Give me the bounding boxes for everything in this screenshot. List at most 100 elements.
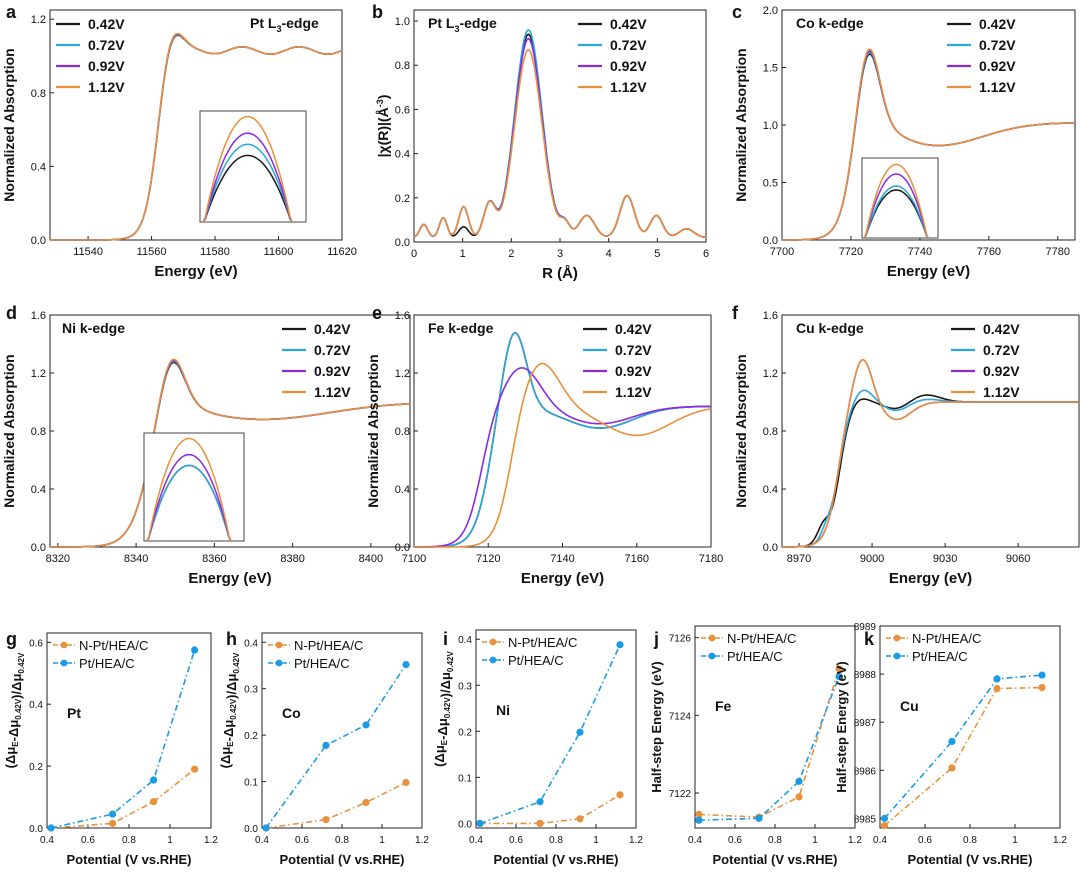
x-tick-label: 8400	[359, 553, 383, 565]
plot-frame	[781, 314, 1080, 548]
y-tick-label: 0.4	[763, 484, 778, 496]
x-axis-label: Energy (eV)	[887, 263, 970, 280]
legend-label: 0.92V	[979, 58, 1016, 74]
legend-marker	[275, 659, 283, 667]
plot-frame	[413, 314, 712, 548]
element-label: Ni	[496, 702, 510, 718]
data-point-pt	[993, 675, 1001, 683]
series-line-pt	[265, 664, 407, 829]
panel-title: Cu k-edge	[796, 320, 864, 336]
legend-marker	[708, 634, 716, 642]
x-tick-label: 7180	[699, 553, 723, 565]
data-point-n-pt	[322, 816, 330, 824]
legend-label: 1.12V	[88, 79, 125, 95]
y-tick-label: 1.2	[763, 368, 778, 380]
x-tick-label: 11560	[137, 246, 167, 258]
x-tick-label: 6	[703, 248, 709, 260]
x-tick-label: 1	[167, 835, 173, 846]
legend-marker	[275, 641, 283, 649]
y-tick-label: 0.4	[31, 484, 46, 496]
inset-curve	[146, 464, 232, 542]
legend-label: 0.72V	[88, 37, 125, 53]
y-tick-label: 7122	[669, 789, 692, 800]
x-tick-label: 11620	[327, 246, 357, 258]
x-tick-label: 7140	[550, 553, 574, 565]
x-tick-label: 7160	[625, 553, 649, 565]
y-tick-label: 0.1	[458, 773, 472, 784]
y-axis-label: Normalized Absorption	[1, 48, 17, 202]
x-tick-label: 1.2	[415, 835, 429, 846]
y-axis-label: Half-step Energy (eV)	[834, 661, 849, 792]
y-tick-label: 1.2	[395, 368, 410, 380]
data-point-n-pt	[402, 778, 410, 787]
legend-label: 0.72V	[610, 37, 647, 53]
series-line-1p12V	[413, 48, 707, 239]
x-tick-label: 1	[593, 835, 599, 846]
data-point-pt	[695, 816, 703, 824]
x-tick-label: 0.8	[549, 835, 563, 846]
x-tick-label: 7700	[770, 246, 794, 258]
y-tick-label: 0.0	[244, 824, 258, 835]
y-tick-label: 0.2	[29, 762, 43, 773]
x-axis-label: Potential (V vs.RHE)	[67, 852, 192, 867]
x-tick-label: 1	[1012, 835, 1018, 846]
y-tick-label: 0.6	[29, 638, 43, 649]
y-tick-label: 0.3	[244, 685, 258, 696]
panel-title: Co k-edge	[796, 15, 864, 31]
y-tick-label: 0.8	[763, 426, 778, 438]
legend-label: 1.12V	[979, 79, 1016, 95]
y-tick-label: 0.2	[244, 731, 258, 742]
series-line-pt	[883, 674, 1043, 819]
data-point-pt	[262, 824, 270, 832]
y-tick-label: 2.0	[763, 5, 778, 17]
legend-label: N-Pt/HEA/C	[912, 631, 981, 646]
legend-label: Pt/HEA/C	[79, 656, 135, 671]
legend-label: 0.92V	[314, 363, 351, 379]
x-tick-label: 8380	[280, 553, 304, 565]
x-tick-label: 8970	[787, 553, 811, 565]
x-tick-label: 5	[654, 248, 660, 260]
y-axis-label: (ΔμE-Δμ0.42V)/Δμ0.42V	[3, 652, 26, 768]
x-tick-label: 1.2	[629, 835, 643, 846]
panel-title: Ni k-edge	[62, 320, 125, 336]
y-tick-label: 0.4	[31, 161, 46, 173]
x-axis-label: Potential (V vs.RHE)	[494, 852, 619, 867]
panel-d: d 8320 8340 8360 8380 8400 0.0 0.4 0.8 1.2 1.6 0.42…	[1, 303, 411, 587]
panel-title: Fe k-edge	[428, 320, 494, 336]
x-tick-label: 11580	[200, 246, 230, 258]
legend-label: 0.42V	[610, 16, 647, 32]
legend-label: N-Pt/HEA/C	[508, 635, 577, 650]
x-tick-label: 7720	[839, 246, 863, 258]
legend-label: 1.12V	[610, 79, 647, 95]
element-label: Cu	[900, 698, 919, 714]
data-point-pt	[402, 660, 410, 669]
y-tick-label: 0.2	[458, 727, 472, 738]
data-point-n-pt	[1038, 683, 1046, 692]
inset-curve	[202, 154, 293, 223]
panel-h: h 0.4 0.6 0.8 1 1.2 0.0 0.1 0.2 0.3 0.4 N-Pt/HEA/C P…	[218, 629, 429, 867]
legend-label: Pt/HEA/C	[294, 656, 350, 671]
x-tick-label: 0.4	[255, 835, 269, 846]
series-line-0p72V	[414, 331, 711, 548]
y-tick-label: 0.1	[244, 778, 258, 789]
y-tick-label: 8988	[854, 670, 877, 681]
x-tick-label: 0.6	[81, 835, 95, 846]
panel-label: a	[6, 2, 17, 22]
x-axis-label: Potential (V vs.RHE)	[280, 852, 405, 867]
panel-title: Pt L3-edge	[428, 15, 497, 34]
series-line-pt	[479, 644, 621, 825]
inset-curve	[863, 173, 929, 239]
x-tick-label: 11600	[264, 246, 294, 258]
y-tick-label: 0.8	[31, 88, 46, 100]
data-point-n-pt	[948, 764, 956, 772]
y-tick-label: 7126	[669, 634, 692, 645]
x-tick-label: 8360	[202, 553, 226, 565]
panel-i: i 0.4 0.6 0.8 1 1.2 0.0 0.1 0.2 0.3 0.4 N-Pt/HEA/C P…	[432, 629, 643, 867]
y-tick-label: 0.4	[395, 484, 410, 496]
legend-label: Pt/HEA/C	[727, 649, 783, 664]
inset-curve	[202, 115, 293, 223]
legend-marker	[489, 656, 497, 664]
panel-k: k 0.4 0.6 0.8 1 1.2 8985 8986 8987 8988 8989 N-Pt/H…	[834, 622, 1067, 867]
y-axis-label: (ΔμE-Δμ0.42V)/Δμ0.42V	[218, 652, 241, 768]
